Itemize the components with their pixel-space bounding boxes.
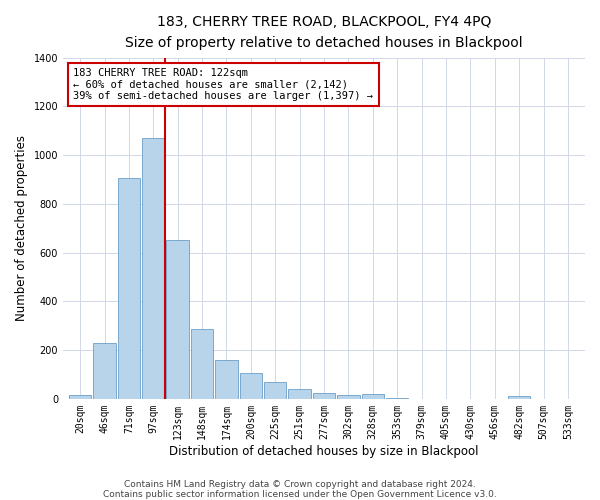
Bar: [215, 360, 238, 399]
X-axis label: Distribution of detached houses by size in Blackpool: Distribution of detached houses by size …: [169, 444, 479, 458]
Bar: [69, 395, 91, 399]
Bar: [508, 396, 530, 399]
Bar: [142, 138, 164, 399]
Bar: [118, 178, 140, 399]
Title: 183, CHERRY TREE ROAD, BLACKPOOL, FY4 4PQ
Size of property relative to detached : 183, CHERRY TREE ROAD, BLACKPOOL, FY4 4P…: [125, 15, 523, 50]
Text: Contains HM Land Registry data © Crown copyright and database right 2024.: Contains HM Land Registry data © Crown c…: [124, 480, 476, 489]
Bar: [289, 389, 311, 399]
Bar: [191, 330, 213, 399]
Text: 183 CHERRY TREE ROAD: 122sqm
← 60% of detached houses are smaller (2,142)
39% of: 183 CHERRY TREE ROAD: 122sqm ← 60% of de…: [73, 68, 373, 101]
Bar: [93, 344, 116, 399]
Y-axis label: Number of detached properties: Number of detached properties: [15, 136, 28, 322]
Bar: [239, 372, 262, 399]
Bar: [362, 394, 384, 399]
Bar: [386, 398, 409, 399]
Bar: [313, 392, 335, 399]
Bar: [264, 382, 286, 399]
Text: Contains public sector information licensed under the Open Government Licence v3: Contains public sector information licen…: [103, 490, 497, 499]
Bar: [337, 395, 359, 399]
Bar: [166, 240, 189, 399]
